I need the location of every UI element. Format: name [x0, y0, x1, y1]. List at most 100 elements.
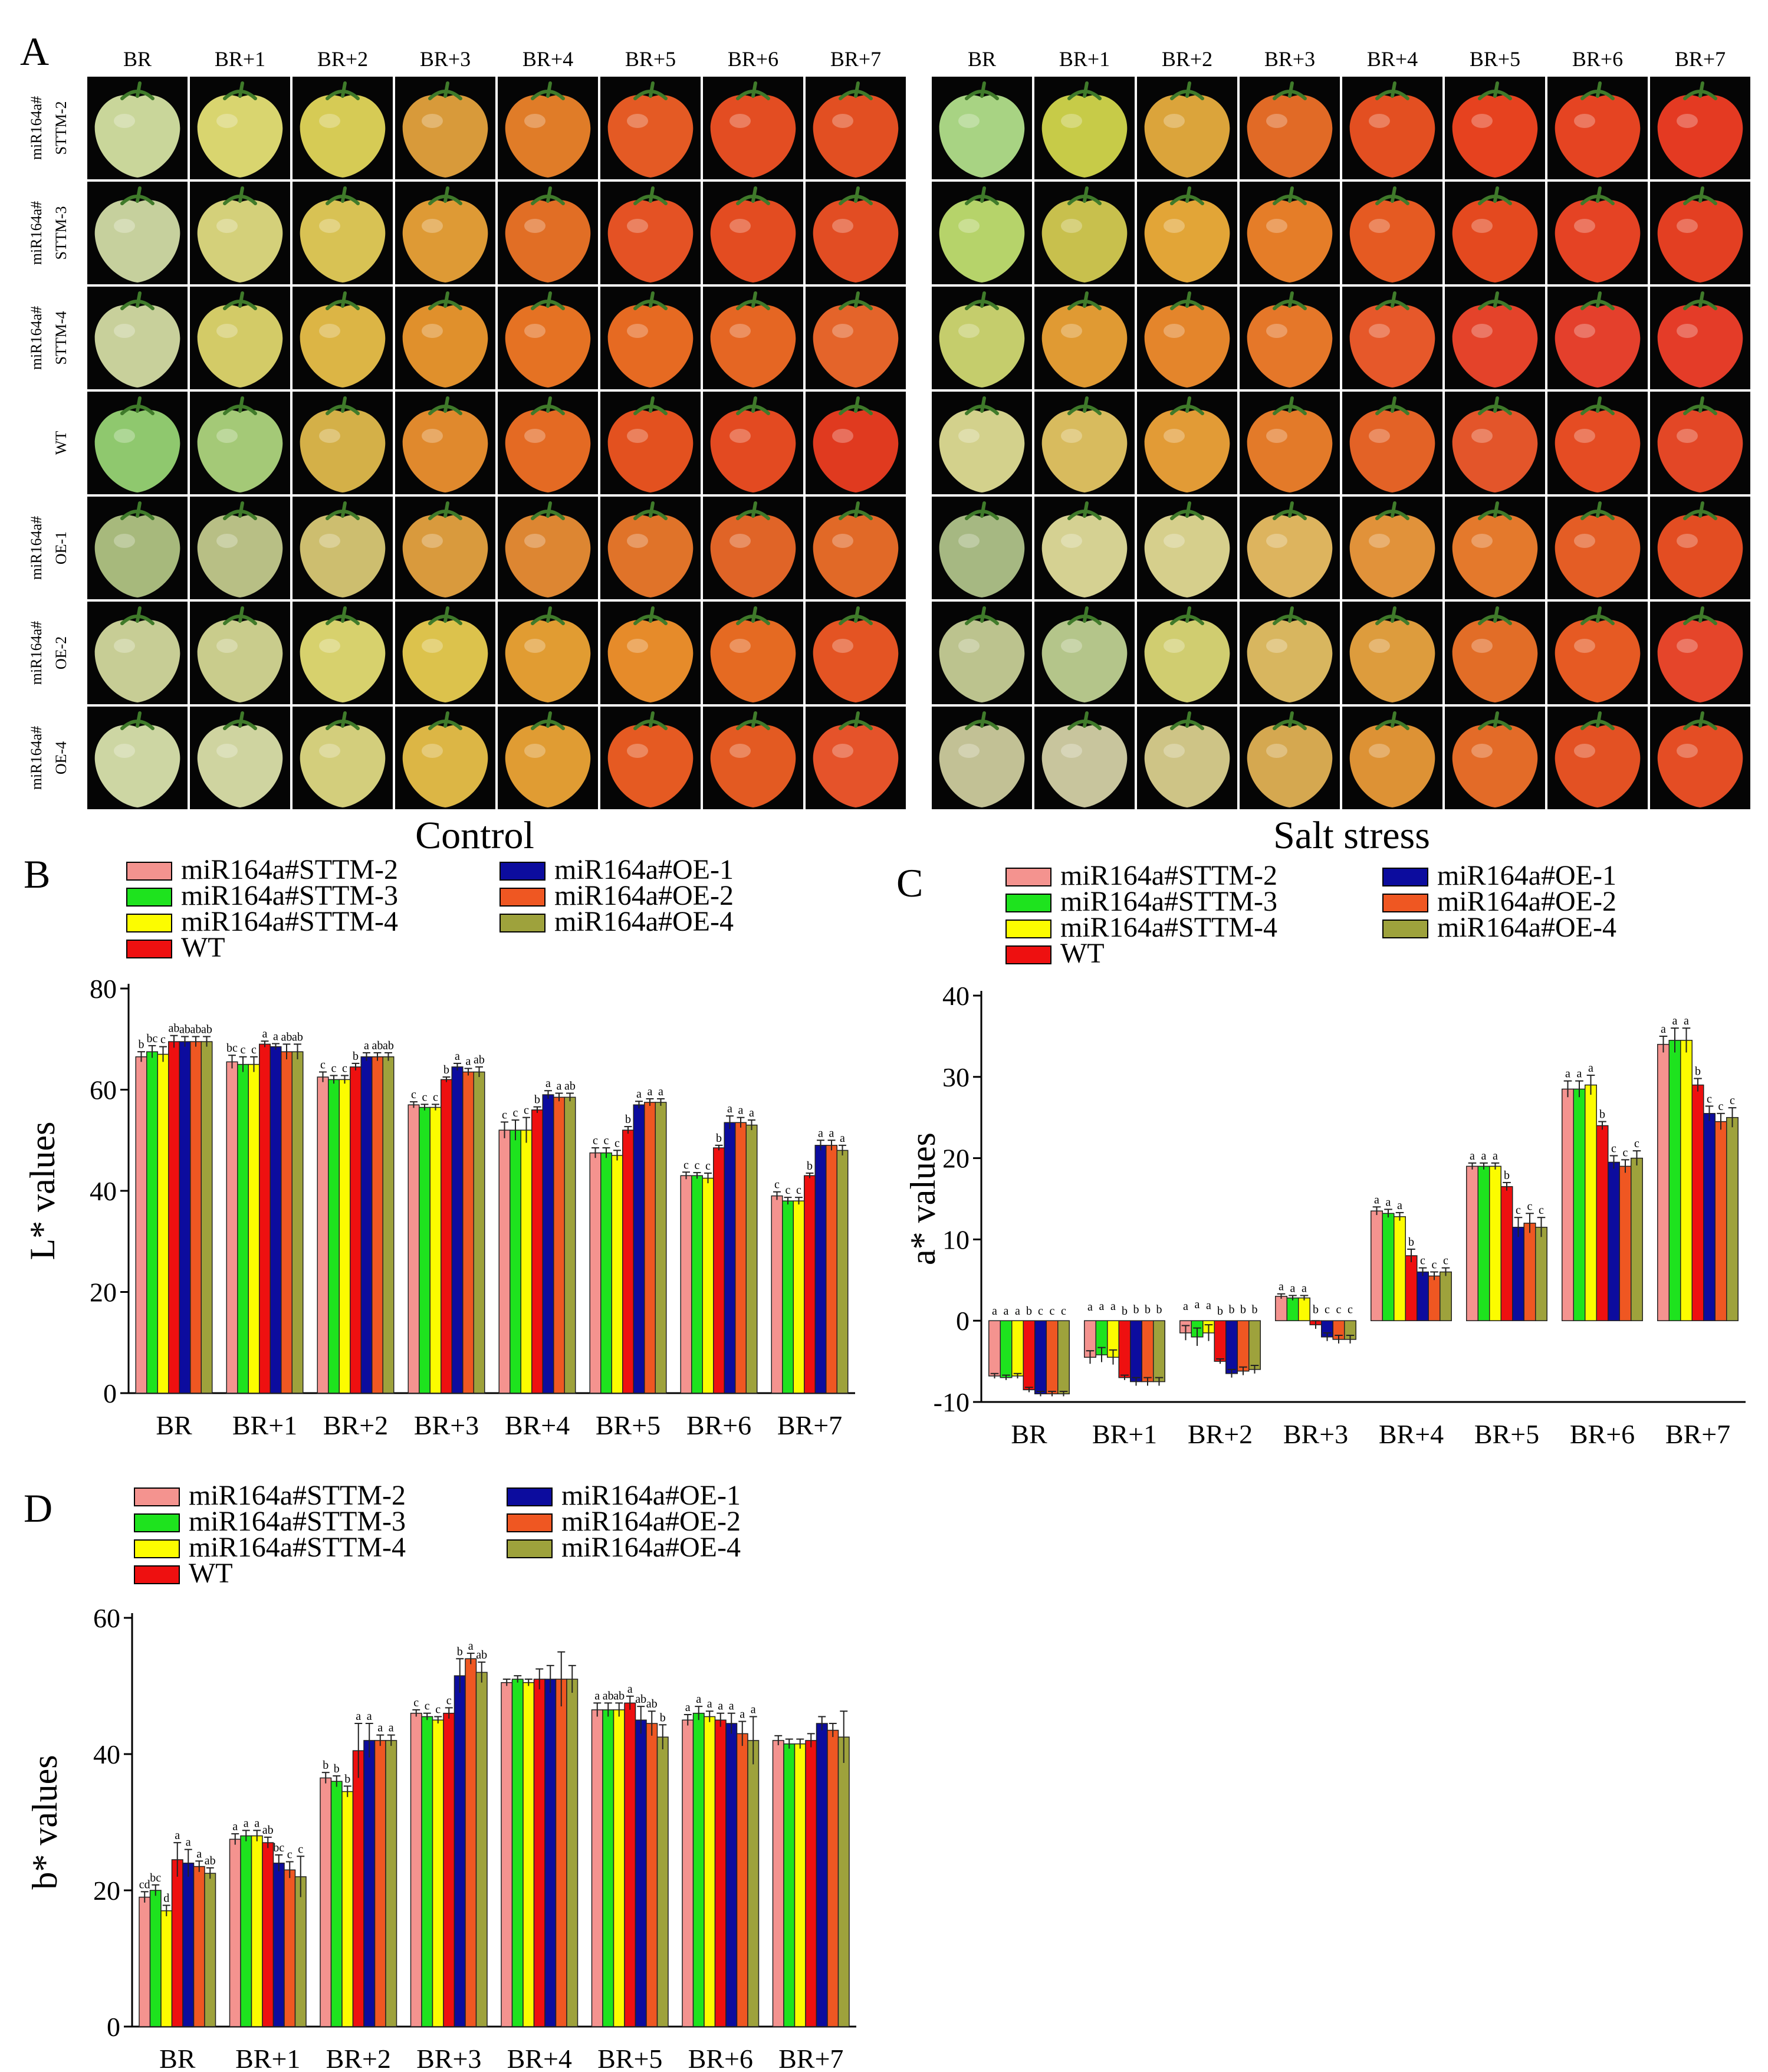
fruit-highlight [1266, 744, 1287, 758]
tomato-fruit [505, 725, 591, 807]
row-label-line2: OE-4 [52, 741, 70, 774]
significance-letter: c [1623, 1146, 1628, 1159]
y-tick-label: 40 [942, 981, 970, 1011]
fruit-highlight [216, 639, 238, 653]
tomato-fruit [197, 410, 283, 492]
legend-label: WT [181, 932, 225, 963]
significance-letter: c [251, 1043, 257, 1056]
significance-letter: b [1695, 1065, 1701, 1078]
fruit-highlight [627, 429, 648, 443]
tomato-fruit [300, 725, 386, 807]
fruit-photo [806, 707, 906, 809]
significance-letter: b [1504, 1169, 1510, 1182]
fruit-calyx [736, 501, 770, 520]
significance-letter: a [367, 1710, 372, 1723]
stage-header: BR+4 [522, 47, 573, 71]
x-tick-label: BR+4 [1379, 1419, 1444, 1449]
significance-letter: b [443, 1063, 449, 1076]
bar [157, 1053, 169, 1394]
bar [1405, 1255, 1418, 1321]
significance-letter: b [323, 1759, 328, 1772]
fruit-highlight [1061, 429, 1082, 443]
fruit-highlight [1266, 219, 1287, 233]
x-tick-label: BR [156, 1410, 192, 1440]
fruit-photo-panel: BR BR+1 BR+2 BR+3 BR+4 BR+5 BR+6 BR+7 Control BR B… [28, 47, 1750, 857]
fruit-calyx [736, 186, 770, 205]
legend-swatch [126, 862, 172, 881]
fruit-calyx [1273, 81, 1307, 100]
fruit-calyx [736, 291, 770, 310]
bar [591, 1709, 603, 2027]
fruit-calyx [965, 501, 999, 520]
fruit-photo [395, 707, 495, 809]
row-label-line1: miR164a# [28, 201, 45, 265]
bar [804, 1175, 816, 1394]
fruit-highlight [216, 534, 238, 548]
fruit-calyx [531, 606, 565, 625]
fruit-highlight [1061, 534, 1082, 548]
fruit-photo [932, 77, 1032, 179]
fruit-highlight [216, 324, 238, 338]
x-tick-label: BR+3 [1283, 1419, 1348, 1449]
fruit-photo [1547, 182, 1648, 284]
bar [385, 1740, 397, 2027]
fruit-calyx [1273, 186, 1307, 205]
tomato-fruit [402, 410, 488, 492]
bar [511, 1679, 524, 2027]
tomato-fruit [1247, 200, 1333, 283]
legend-label: miR164a#OE-1 [561, 1480, 741, 1511]
fruit-highlight [729, 114, 751, 128]
significance-letter: c [241, 1043, 246, 1056]
legend-label: miR164a#OE-1 [554, 854, 734, 885]
tomato-fruit [710, 305, 796, 388]
fruit-calyx [1273, 711, 1307, 730]
fruit-calyx [120, 291, 155, 310]
stage-header: BR+1 [1059, 47, 1110, 71]
tomato-fruit [1349, 515, 1435, 597]
significance-letter: c [160, 1033, 166, 1046]
fruit-highlight [1369, 744, 1390, 758]
fruit-calyx [120, 606, 155, 625]
significance-letter: c [1516, 1204, 1521, 1217]
bar [1619, 1165, 1632, 1321]
bar [410, 1712, 422, 2027]
significance-letter: a [992, 1305, 997, 1318]
significance-letter: a [840, 1132, 845, 1145]
fruit-calyx [223, 711, 257, 730]
fruit-photo [293, 77, 393, 179]
fruit-calyx [120, 396, 155, 415]
tomato-fruit [1349, 620, 1435, 702]
legend-swatch [507, 1539, 553, 1558]
bar [613, 1709, 625, 2027]
legend-swatch [1382, 868, 1428, 886]
tomato-fruit [1555, 410, 1641, 492]
fruit-calyx [326, 81, 360, 100]
bar [341, 1791, 354, 2027]
fruit-highlight [422, 639, 443, 653]
y-tick-label: 60 [93, 1603, 120, 1633]
legend-swatch [1005, 868, 1051, 886]
bar [182, 1863, 195, 2027]
bar [510, 1129, 521, 1394]
fruit-photo [498, 77, 598, 179]
fruit-highlight [1574, 639, 1595, 653]
bar [1011, 1320, 1024, 1377]
significance-letter: c [1038, 1305, 1043, 1318]
fruit-calyx [1375, 501, 1409, 520]
fruit-highlight [216, 219, 238, 233]
tomato-fruit [1349, 725, 1435, 807]
legend-swatch [499, 914, 545, 932]
bar [771, 1195, 783, 1394]
row-label-line1: miR164a# [28, 621, 45, 685]
bar [656, 1736, 669, 2027]
fruit-photo [1650, 77, 1750, 179]
fruit-photo [498, 602, 598, 704]
fruit-photo [600, 707, 701, 809]
bar [564, 1096, 576, 1394]
fruit-photo [932, 182, 1032, 284]
fruit-calyx [120, 186, 155, 205]
fruit-highlight [1369, 534, 1390, 548]
panel-d-letter: D [24, 1486, 52, 1531]
tomato-fruit [300, 305, 386, 388]
significance-letter: b [1252, 1303, 1258, 1316]
